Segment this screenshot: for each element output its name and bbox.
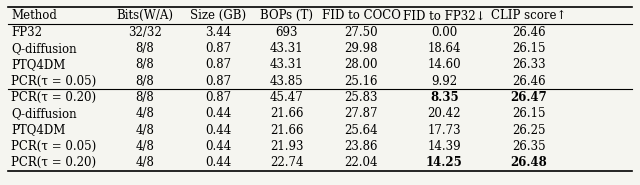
Text: 693: 693	[275, 26, 298, 39]
Text: 43.85: 43.85	[269, 75, 303, 88]
Text: 3.44: 3.44	[205, 26, 231, 39]
Text: 21.93: 21.93	[270, 140, 303, 153]
Text: 14.60: 14.60	[428, 58, 461, 71]
Text: 43.31: 43.31	[269, 42, 303, 55]
Text: FID to COCO: FID to COCO	[322, 9, 401, 22]
Text: 17.73: 17.73	[428, 124, 461, 137]
Text: FP32: FP32	[11, 26, 42, 39]
Text: 8/8: 8/8	[136, 75, 154, 88]
Text: 0.87: 0.87	[205, 58, 231, 71]
Text: Method: Method	[11, 9, 57, 22]
Text: Q-diffusion: Q-diffusion	[11, 42, 77, 55]
Text: PTQ4DM: PTQ4DM	[11, 58, 65, 71]
Text: 20.42: 20.42	[428, 107, 461, 120]
Text: 8/8: 8/8	[136, 91, 154, 104]
Text: 25.64: 25.64	[344, 124, 378, 137]
Text: 28.00: 28.00	[345, 58, 378, 71]
Text: 26.35: 26.35	[512, 140, 545, 153]
Text: 0.44: 0.44	[205, 140, 231, 153]
Text: Q-diffusion: Q-diffusion	[11, 107, 77, 120]
Text: 0.44: 0.44	[205, 107, 231, 120]
Text: 8/8: 8/8	[136, 42, 154, 55]
Text: 26.33: 26.33	[512, 58, 545, 71]
Text: CLIP score↑: CLIP score↑	[491, 9, 566, 22]
Text: FID to FP32↓: FID to FP32↓	[403, 9, 486, 22]
Text: 21.66: 21.66	[270, 107, 303, 120]
Text: 29.98: 29.98	[345, 42, 378, 55]
Text: PCR(τ = 0.20): PCR(τ = 0.20)	[11, 156, 96, 169]
Text: 23.86: 23.86	[345, 140, 378, 153]
Text: 22.74: 22.74	[270, 156, 303, 169]
Text: 14.39: 14.39	[428, 140, 461, 153]
Text: 26.46: 26.46	[512, 75, 545, 88]
Text: 27.87: 27.87	[345, 107, 378, 120]
Text: 26.47: 26.47	[510, 91, 547, 104]
Text: 26.25: 26.25	[512, 124, 545, 137]
Text: 26.48: 26.48	[510, 156, 547, 169]
Text: 4/8: 4/8	[135, 107, 154, 120]
Text: PCR(τ = 0.05): PCR(τ = 0.05)	[11, 140, 96, 153]
Text: 26.46: 26.46	[512, 26, 545, 39]
Text: 0.87: 0.87	[205, 91, 231, 104]
Text: 0.87: 0.87	[205, 42, 231, 55]
Text: 26.15: 26.15	[512, 107, 545, 120]
Text: 8/8: 8/8	[136, 58, 154, 71]
Text: Size (GB): Size (GB)	[190, 9, 246, 22]
Text: BOPs (T): BOPs (T)	[260, 9, 313, 22]
Text: 32/32: 32/32	[128, 26, 162, 39]
Text: 4/8: 4/8	[135, 124, 154, 137]
Text: 4/8: 4/8	[135, 140, 154, 153]
Text: 26.15: 26.15	[512, 42, 545, 55]
Text: 25.16: 25.16	[345, 75, 378, 88]
Text: 43.31: 43.31	[269, 58, 303, 71]
Text: Bits(W/A): Bits(W/A)	[116, 9, 173, 22]
Text: 27.50: 27.50	[344, 26, 378, 39]
Text: 0.00: 0.00	[431, 26, 458, 39]
Text: 22.04: 22.04	[345, 156, 378, 169]
Text: 21.66: 21.66	[270, 124, 303, 137]
Text: 0.87: 0.87	[205, 75, 231, 88]
Text: 25.83: 25.83	[345, 91, 378, 104]
Text: PCR(τ = 0.05): PCR(τ = 0.05)	[11, 75, 96, 88]
Text: 0.44: 0.44	[205, 124, 231, 137]
Text: 4/8: 4/8	[135, 156, 154, 169]
Text: 8.35: 8.35	[430, 91, 459, 104]
Text: 45.47: 45.47	[269, 91, 303, 104]
Text: 9.92: 9.92	[431, 75, 458, 88]
Text: PCR(τ = 0.20): PCR(τ = 0.20)	[11, 91, 96, 104]
Text: PTQ4DM: PTQ4DM	[11, 124, 65, 137]
Text: 18.64: 18.64	[428, 42, 461, 55]
Text: 14.25: 14.25	[426, 156, 463, 169]
Text: 0.44: 0.44	[205, 156, 231, 169]
